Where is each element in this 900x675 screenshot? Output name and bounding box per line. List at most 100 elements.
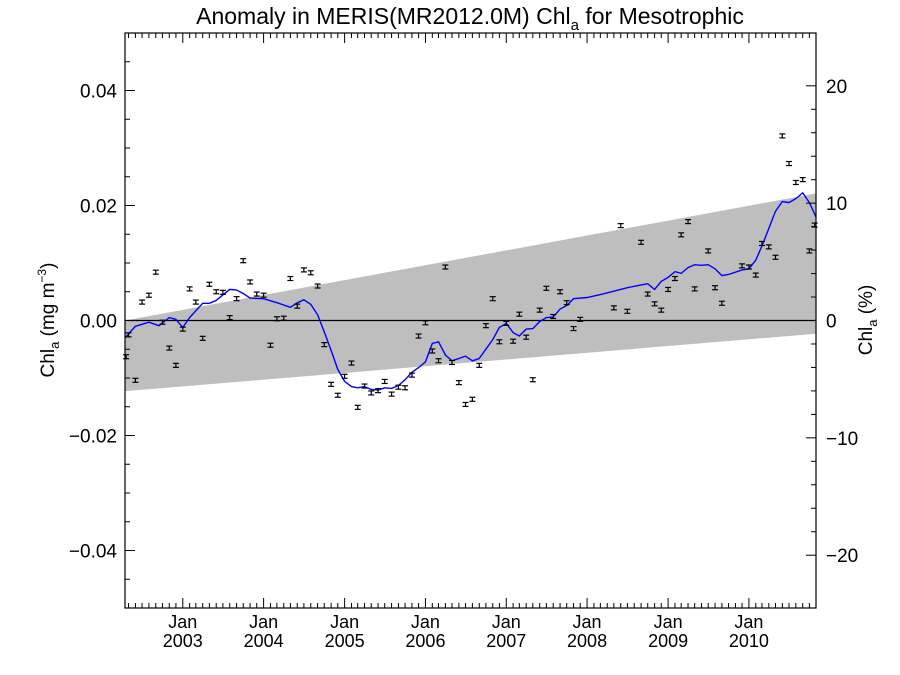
- data-point: [348, 360, 355, 366]
- y-right-tick-label: 10: [826, 194, 847, 215]
- data-point: [233, 296, 240, 302]
- data-point: [341, 373, 348, 379]
- data-point: [226, 315, 233, 321]
- data-point: [199, 335, 206, 341]
- data-point: [691, 286, 698, 292]
- data-point: [779, 133, 786, 139]
- data-point: [785, 160, 792, 167]
- data-point: [455, 380, 462, 386]
- data-point: [644, 291, 651, 297]
- data-point: [536, 307, 543, 313]
- data-point: [772, 254, 779, 260]
- x-tick-year-label: 2004: [244, 631, 284, 651]
- data-point: [219, 289, 226, 295]
- data-point: [402, 385, 409, 391]
- data-point: [462, 401, 469, 408]
- ylabel-right-rest: (%): [856, 285, 877, 320]
- data-point: [192, 299, 199, 305]
- x-tick-year-label: 2003: [163, 631, 203, 651]
- data-point: [294, 303, 301, 309]
- data-point: [765, 244, 772, 250]
- chart-title: Anomaly in MERIS(MR2012.0M) Chla for Mes…: [196, 3, 744, 34]
- data-point: [280, 315, 287, 321]
- plot-area: 0.040.020.00−0.02−0.0420100−10−20Jan2003…: [69, 32, 858, 651]
- y-right-tick-label: 20: [826, 77, 847, 98]
- x-tick-year-label: 2008: [567, 631, 607, 651]
- data-point: [503, 320, 510, 326]
- data-point: [354, 404, 361, 410]
- data-point: [510, 338, 517, 344]
- data-point: [658, 307, 665, 313]
- data-point: [712, 285, 719, 291]
- data-point: [752, 272, 759, 278]
- data-point: [678, 232, 685, 238]
- data-point: [152, 269, 159, 275]
- data-point: [792, 179, 799, 186]
- x-tick-month-label: Jan: [411, 612, 440, 632]
- y-axis-left-label: Chla (mg m−3): [35, 263, 62, 378]
- data-point: [516, 311, 523, 317]
- data-point: [617, 223, 624, 229]
- data-point: [213, 289, 220, 295]
- data-point: [758, 240, 765, 247]
- data-point: [361, 383, 368, 389]
- x-tick-month-label: Jan: [573, 612, 602, 632]
- data-point: [469, 396, 476, 402]
- y-axis-right-label: Chla (%): [856, 285, 880, 356]
- x-tick-year-label: 2009: [648, 631, 688, 651]
- data-point: [624, 308, 631, 314]
- data-point: [314, 283, 321, 289]
- data-point: [482, 323, 489, 329]
- title-main: Anomaly in MERIS(MR2012.0M) Chl: [196, 3, 571, 29]
- data-point: [125, 332, 132, 338]
- y-left-tick-label: 0.00: [80, 312, 117, 333]
- data-point: [172, 362, 179, 368]
- x-tick-month-label: Jan: [168, 612, 197, 632]
- data-point: [523, 334, 530, 340]
- data-point: [570, 325, 577, 332]
- data-point: [610, 305, 617, 311]
- data-point: [132, 377, 139, 383]
- data-point: [806, 248, 813, 254]
- data-point: [739, 263, 746, 269]
- data-point: [334, 392, 341, 398]
- data-point: [159, 319, 166, 325]
- data-point: [307, 270, 314, 276]
- data-point: [247, 279, 254, 285]
- title-sub: a: [571, 17, 580, 34]
- data-point: [300, 267, 307, 273]
- data-point: [408, 372, 415, 378]
- x-tick-year-label: 2006: [405, 631, 445, 651]
- data-point: [368, 390, 375, 396]
- ylabel-left-main: Chl: [38, 349, 59, 378]
- data-point: [415, 333, 422, 339]
- data-point: [260, 292, 267, 298]
- ylabel-left-sup: −3: [35, 269, 49, 283]
- y-left-tick-label: 0.02: [80, 197, 117, 218]
- data-point: [718, 300, 725, 306]
- x-tick-month-label: Jan: [249, 612, 278, 632]
- ylabel-right-sub: a: [865, 319, 880, 327]
- data-point: [321, 342, 328, 348]
- data-point: [665, 286, 672, 293]
- data-point: [429, 348, 436, 354]
- smoothed-anomaly-line: [124, 191, 817, 391]
- data-point: [422, 320, 429, 326]
- data-point: [449, 359, 456, 366]
- data-point: [557, 289, 564, 295]
- data-point: [328, 381, 335, 387]
- x-tick-month-label: Jan: [734, 612, 763, 632]
- y-right-tick-label: −10: [826, 429, 858, 450]
- data-point: [476, 362, 483, 368]
- y-left-tick-label: 0.04: [80, 82, 117, 103]
- data-point: [496, 339, 503, 345]
- data-point: [651, 301, 658, 307]
- data-point: [563, 300, 570, 306]
- data-point: [489, 296, 496, 302]
- data-point: [166, 345, 173, 351]
- data-point: [388, 391, 395, 397]
- data-point: [395, 384, 402, 390]
- data-point: [273, 316, 280, 322]
- data-point: [577, 316, 584, 322]
